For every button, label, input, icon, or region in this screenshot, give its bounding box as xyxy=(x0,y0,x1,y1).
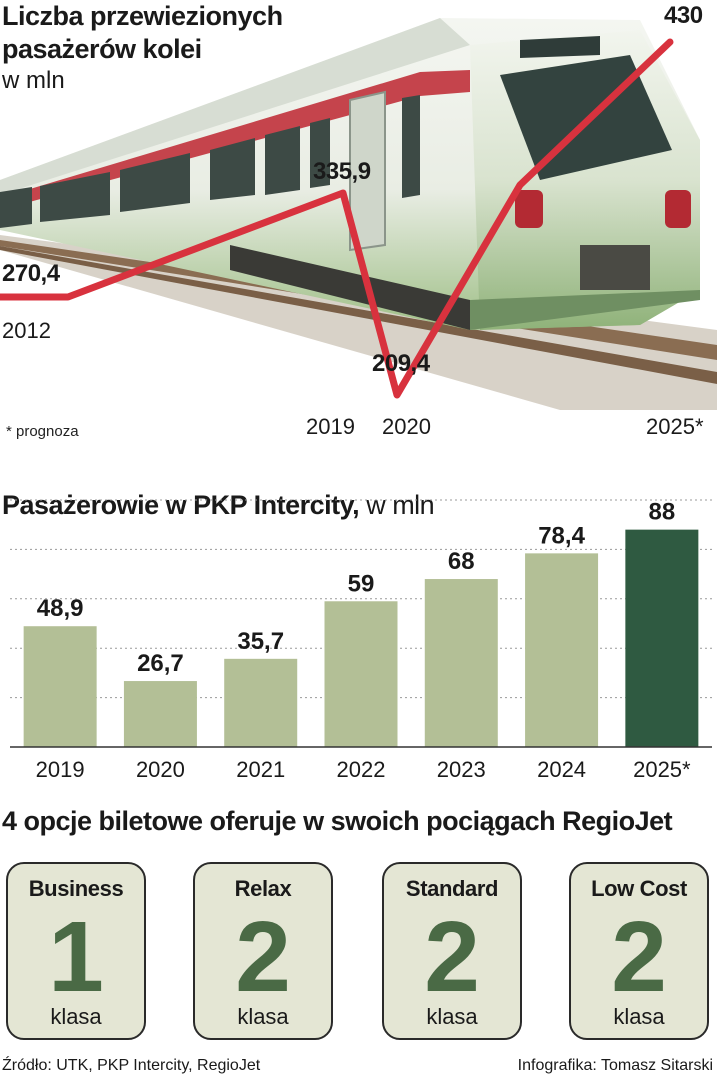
line-chart-title: Liczba przewiezionych pasażerów kolei xyxy=(2,1,283,64)
bar-value-labels: 48,9 26,7 35,7 59 68 78,4 88 xyxy=(37,499,675,677)
data-label-2012: 270,4 xyxy=(2,260,60,287)
bar-value-label: 78,4 xyxy=(538,522,585,549)
ticket-card-relax: Relax 2 klasa xyxy=(193,862,333,1040)
bar-category-label: 2022 xyxy=(337,757,386,780)
ticket-card-business: Business 1 klasa xyxy=(6,862,146,1040)
year-label-2019: 2019 xyxy=(306,414,355,439)
ticket-name: Low Cost xyxy=(591,876,687,901)
year-label-2012: 2012 xyxy=(2,318,51,343)
ticket-class-unit: klasa xyxy=(50,1004,102,1029)
bar-category-labels: 2019 2020 2021 2022 2023 2024 2025* xyxy=(36,757,691,780)
ticket-name: Business xyxy=(28,876,124,901)
bar-value-label: 48,9 xyxy=(37,595,84,622)
bar-2019 xyxy=(23,626,97,747)
ticket-card-standard: Standard 2 klasa xyxy=(382,862,522,1040)
bar-value-label: 35,7 xyxy=(237,628,284,655)
ticket-class-number: 2 xyxy=(235,901,291,1013)
ticket-class-number: 2 xyxy=(424,901,480,1013)
bar-2025 xyxy=(625,529,699,747)
ticket-class-number: 1 xyxy=(48,901,104,1013)
train-illustration xyxy=(0,18,717,410)
data-label-2019: 335,9 xyxy=(313,158,371,185)
source-footer: Źródło: UTK, PKP Intercity, RegioJet xyxy=(2,1057,261,1074)
bar-bars xyxy=(23,529,699,747)
data-label-2020: 209,4 xyxy=(372,350,430,377)
line-chart-unit: w mln xyxy=(2,67,65,94)
ticket-class-unit: klasa xyxy=(426,1004,478,1029)
line-series xyxy=(0,38,674,399)
year-label-2025: 2025* xyxy=(646,414,704,439)
ticket-name: Relax xyxy=(234,876,292,901)
ticket-card-low-cost: Low Cost 2 klasa xyxy=(569,862,709,1040)
line-chart xyxy=(0,38,674,399)
ticket-class-unit: klasa xyxy=(613,1004,665,1029)
bar-value-label: 68 xyxy=(448,548,475,575)
bar-chart-title: Pasażerowie w PKP Intercity, w mln xyxy=(2,490,435,521)
bar-value-label: 59 xyxy=(348,570,375,597)
bar-2023 xyxy=(424,579,498,747)
bar-2024 xyxy=(525,553,599,747)
bar-value-label: 26,7 xyxy=(137,650,184,677)
bar-category-label: 2020 xyxy=(136,757,185,780)
bar-2021 xyxy=(224,658,298,747)
bar-category-label: 2025* xyxy=(633,757,691,780)
data-label-2025: 430 xyxy=(664,2,703,29)
ticket-class-unit: klasa xyxy=(237,1004,289,1029)
bar-category-label: 2023 xyxy=(437,757,486,780)
ticket-name: Standard xyxy=(405,876,499,901)
credit-footer: Infografika: Tomasz Sitarski xyxy=(517,1057,713,1074)
forecast-note: * prognoza xyxy=(6,423,79,440)
bar-2022 xyxy=(324,601,398,747)
bar-chart-unit: w mln xyxy=(366,490,435,520)
bar-category-label: 2024 xyxy=(537,757,586,780)
year-label-2020: 2020 xyxy=(382,414,431,439)
bar-value-label: 88 xyxy=(649,499,676,526)
bar-category-label: 2019 xyxy=(36,757,85,780)
bar-2020 xyxy=(123,681,197,747)
ticket-class-number: 2 xyxy=(611,901,667,1013)
bar-category-label: 2021 xyxy=(236,757,285,780)
tickets-title: 4 opcje biletowe oferuje w swoich pociąg… xyxy=(2,806,673,836)
bar-chart-title-main: Pasażerowie w PKP Intercity, xyxy=(2,490,360,520)
